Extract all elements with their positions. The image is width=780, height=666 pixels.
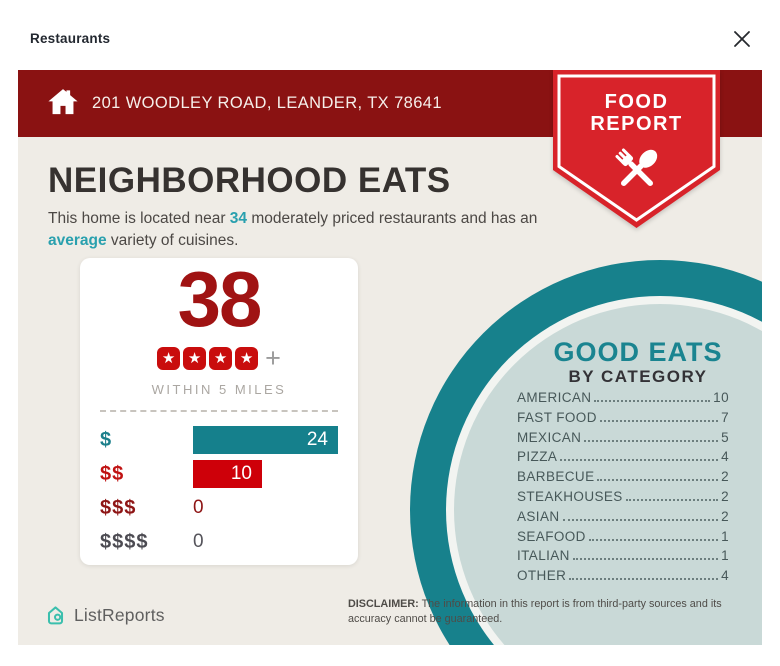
dotted-leader [588, 538, 719, 541]
category-row: FAST FOOD 7 [517, 410, 729, 430]
section-title: NEIGHBORHOOD EATS [48, 161, 451, 200]
price-tier-label: $$$$ [100, 531, 149, 553]
total-restaurant-count: 38 [177, 255, 263, 343]
listreports-brand: ListReports [44, 604, 165, 627]
spoon-fork-icon [615, 148, 658, 186]
brand-name: ListReports [74, 605, 165, 625]
category-row: STEAKHOUSES 2 [517, 489, 729, 509]
dotted-leader [572, 558, 719, 561]
category-count: 4 [721, 568, 729, 584]
star-rating: ★ ★ ★ ★ + [80, 343, 358, 373]
price-tier-label: $$ [100, 463, 125, 485]
dotted-leader [599, 419, 719, 422]
price-tier-row: $$$ 0 [80, 494, 358, 522]
listreports-logo-icon [47, 606, 64, 625]
summary-before-count: This home is located near [48, 210, 230, 227]
dotted-leader [584, 439, 719, 442]
variety-highlight: average [48, 232, 107, 249]
category-label: AMERICAN [517, 390, 592, 405]
dotted-leader [597, 479, 719, 482]
good-eats-circle [410, 260, 762, 645]
dotted-leader [562, 518, 719, 521]
category-label: FAST FOOD [517, 409, 597, 425]
price-tier-value: 0 [193, 531, 204, 552]
category-label: ASIAN [517, 508, 560, 524]
food-report-flyer: 201 WOODLEY ROAD, LEANDER, TX 78641 FOOD… [18, 70, 762, 645]
price-tier-row: $$ 10 [80, 460, 358, 488]
price-tier-value: 0 [193, 497, 204, 518]
category-count: 2 [721, 469, 729, 485]
disclaimer-label: DISCLAIMER: [348, 598, 419, 610]
category-label: PIZZA [517, 449, 558, 465]
summary-after-variety: variety of cuisines. [106, 232, 239, 249]
category-count: 1 [721, 548, 729, 564]
price-tier-label: $$$ [100, 497, 137, 519]
good-eats-title: GOOD EATS [553, 337, 723, 367]
category-count: 2 [721, 488, 729, 504]
star-icon: ★ [209, 347, 233, 370]
home-icon [48, 89, 78, 115]
category-row: PIZZA 4 [517, 449, 729, 469]
category-count: 7 [721, 409, 729, 425]
ribbon-text-line2: REPORT [590, 113, 683, 135]
category-row: SEAFOOD 1 [517, 529, 729, 549]
category-label: STEAKHOUSES [517, 488, 623, 504]
price-tier-row: $24 [80, 426, 358, 454]
summary-text: This home is located near 34 moderately … [48, 208, 540, 252]
category-row: AMERICAN 10 [517, 390, 729, 410]
price-tier-label: $ [100, 429, 113, 451]
disclaimer-text: DISCLAIMER: The information in this repo… [348, 597, 744, 627]
category-row: MEXICAN 5 [517, 430, 729, 450]
category-row: OTHER 4 [517, 568, 729, 588]
close-icon [734, 31, 750, 47]
category-label: OTHER [517, 568, 567, 584]
restaurant-count-highlight: 34 [229, 210, 248, 227]
category-row: BARBECUE 2 [517, 469, 729, 489]
dotted-leader [594, 400, 711, 402]
dotted-leader [569, 578, 719, 581]
category-label: SEAFOOD [517, 528, 586, 544]
good-eats-subtitle: BY CATEGORY [568, 367, 708, 386]
category-row: ASIAN 2 [517, 509, 729, 529]
property-address: 201 WOODLEY ROAD, LEANDER, TX 78641 [92, 94, 442, 112]
disclaimer-body: The information in this report is from t… [348, 598, 722, 625]
plus-icon: + [265, 343, 281, 373]
category-count: 2 [721, 508, 729, 524]
category-label: MEXICAN [517, 429, 582, 445]
window-title: Restaurants [30, 31, 111, 46]
category-count: 1 [721, 528, 729, 544]
food-report-ribbon: FOOD REPORT [553, 70, 720, 232]
dotted-leader [625, 498, 719, 501]
stats-card: 38 ★ ★ ★ ★ + WITHIN 5 MILES $24 $$ 10 $$$ 0 $$$$ 0 [80, 258, 358, 565]
radius-label: WITHIN 5 MILES [151, 382, 287, 397]
ribbon-text-line1: FOOD [604, 91, 669, 113]
category-label: ITALIAN [517, 548, 570, 564]
dashed-divider [100, 410, 338, 412]
price-tier-bar: 24 [193, 426, 338, 454]
dotted-leader [560, 459, 719, 462]
category-list: AMERICAN 10 FAST FOOD 7 MEXICAN 5 PIZZA 4 BARBEC… [517, 390, 729, 588]
star-icon: ★ [183, 347, 207, 370]
close-button[interactable] [730, 28, 754, 52]
star-icon: ★ [157, 347, 181, 370]
category-count: 5 [721, 429, 729, 445]
star-icon: ★ [235, 347, 259, 370]
ribbon-shape [553, 70, 720, 228]
category-count: 4 [721, 449, 729, 465]
price-tier-bar: 10 [193, 460, 262, 488]
summary-after-count: moderately priced restaurants and has an [247, 210, 538, 227]
category-count: 10 [713, 390, 729, 405]
category-row: ITALIAN 1 [517, 548, 729, 568]
category-label: BARBECUE [517, 469, 595, 485]
price-tier-row: $$$$ 0 [80, 528, 358, 556]
